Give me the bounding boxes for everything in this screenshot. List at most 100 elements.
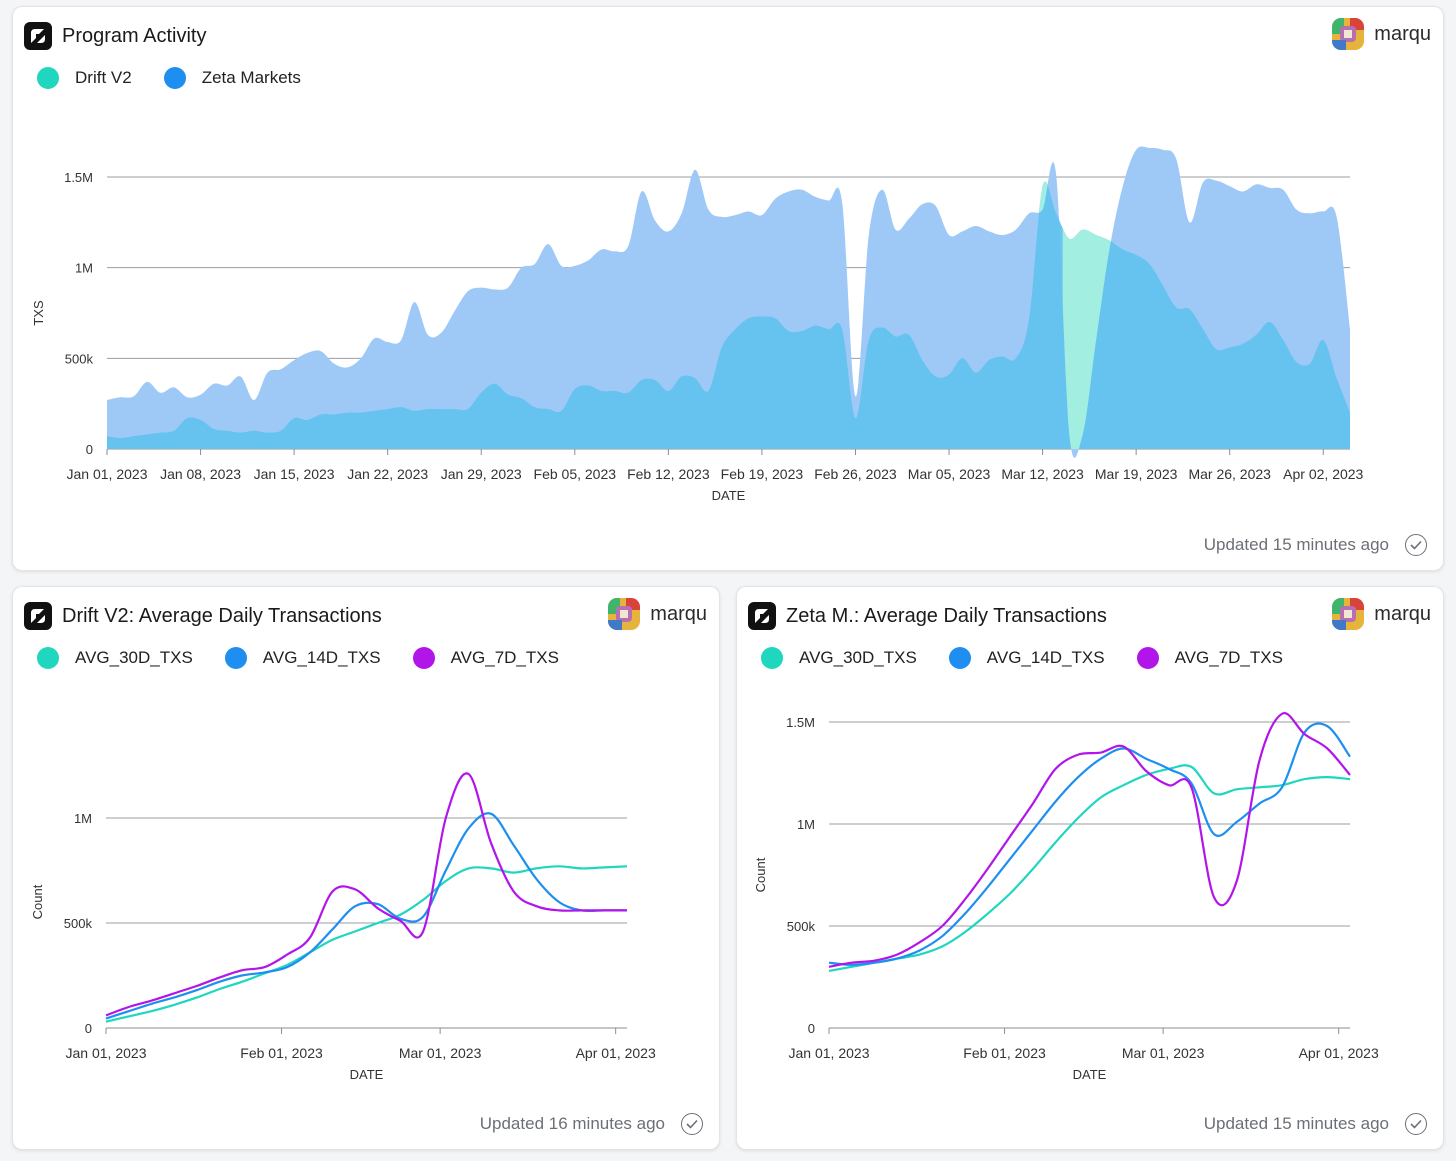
line-avg-30d-txs — [828, 764, 1351, 972]
x-tick-label: Feb 01, 2023 — [240, 1045, 323, 1061]
flipside-logo-icon — [24, 22, 52, 50]
legend-label: AVG_7D_TXS — [1174, 648, 1283, 667]
y-axis-label: Count — [30, 884, 45, 919]
check-circle-icon[interactable] — [1405, 1113, 1427, 1135]
y-tick-label: 1M — [797, 817, 815, 832]
y-axis-label: Count — [753, 857, 768, 892]
line-avg-7d-txs — [105, 772, 627, 1017]
author[interactable]: marqu — [1332, 18, 1431, 50]
legend: Drift V2 Zeta Markets — [37, 67, 301, 89]
card-title: Program Activity — [62, 25, 207, 47]
x-tick-label: Jan 01, 2023 — [67, 466, 148, 482]
author-name[interactable]: marqu — [1374, 22, 1431, 45]
area-overlap-drift-v2 — [107, 181, 1350, 449]
y-axis-label: TXS — [31, 300, 46, 326]
y-tick-label: 0 — [85, 1021, 92, 1036]
author-name[interactable]: marqu — [1374, 602, 1431, 625]
legend: AVG_30D_TXS AVG_14D_TXS AVG_7D_TXS — [37, 647, 559, 669]
card-title: Zeta M.: Average Daily Transactions — [786, 605, 1107, 627]
y-tick-label: 0 — [86, 442, 93, 457]
updated-status: Updated 16 minutes ago — [479, 1114, 665, 1133]
footer: Updated 15 minutes ago — [1204, 1113, 1427, 1135]
y-tick-label: 500k — [65, 351, 94, 366]
legend: AVG_30D_TXS AVG_14D_TXS AVG_7D_TXS — [761, 647, 1283, 669]
x-tick-label: Mar 19, 2023 — [1095, 466, 1178, 482]
x-tick-label: Jan 01, 2023 — [789, 1045, 870, 1061]
avatar[interactable] — [1332, 598, 1365, 630]
x-tick-label: Mar 26, 2023 — [1188, 466, 1271, 482]
x-tick-label: Mar 12, 2023 — [1001, 466, 1084, 482]
legend-label: Drift V2 — [75, 68, 132, 87]
footer: Updated 16 minutes ago — [480, 1113, 703, 1135]
x-tick-label: Feb 26, 2023 — [814, 466, 897, 482]
line-avg-14d-txs — [828, 722, 1351, 966]
line-avg-7d-txs — [828, 712, 1351, 968]
check-circle-icon[interactable] — [1405, 534, 1427, 556]
x-tick-label: Mar 05, 2023 — [908, 466, 991, 482]
updated-status: Updated 15 minutes ago — [1203, 1114, 1389, 1133]
legend-item-avg-14d[interactable]: AVG_14D_TXS — [224, 647, 381, 669]
legend-label: AVG_7D_TXS — [450, 648, 559, 667]
flipside-logo-icon — [24, 602, 52, 630]
y-tick-label: 0 — [808, 1021, 815, 1036]
drift-avg-chart: 0 500k 1M Jan 01, 2023 Feb 01, 2023 Mar 01, 2… — [30, 772, 656, 1082]
x-tick-label: Apr 01, 2023 — [576, 1045, 656, 1061]
y-tick-label: 1.5M — [64, 170, 93, 185]
x-tick-label: Apr 01, 2023 — [1299, 1045, 1379, 1061]
legend-label: Zeta Markets — [201, 68, 301, 87]
legend-dot — [1136, 647, 1159, 669]
x-axis-label: DATE — [712, 488, 746, 503]
author-name[interactable]: marqu — [650, 602, 707, 625]
line-avg-14d-txs — [105, 812, 627, 1020]
footer: Updated 15 minutes ago — [1204, 534, 1427, 556]
check-circle-icon[interactable] — [681, 1113, 703, 1135]
author[interactable]: marqu — [608, 598, 707, 630]
legend-dot — [224, 647, 247, 669]
x-tick-label: Mar 01, 2023 — [1122, 1045, 1205, 1061]
legend-dot — [37, 67, 59, 89]
y-tick-label: 1M — [75, 261, 93, 276]
avatar[interactable] — [1332, 18, 1365, 50]
y-tick-label: 500k — [64, 916, 93, 931]
zeta-avg-card: Zeta M.: Average Daily Transactions marq… — [736, 586, 1444, 1150]
author[interactable]: marqu — [1332, 598, 1431, 630]
legend-label: AVG_30D_TXS — [75, 648, 193, 667]
legend-item-zeta[interactable]: Zeta Markets — [163, 67, 301, 89]
legend-item-avg-30d[interactable]: AVG_30D_TXS — [37, 647, 193, 669]
drift-avg-card: Drift V2: Average Daily Transactions mar… — [12, 586, 720, 1150]
legend-item-avg-7d[interactable]: AVG_7D_TXS — [1136, 647, 1283, 669]
legend-dot — [761, 647, 783, 669]
program-activity-card: Program Activity marqu Drift V2 Zeta Mar… — [12, 6, 1444, 571]
x-tick-label: Mar 01, 2023 — [399, 1045, 482, 1061]
legend-item-avg-7d[interactable]: AVG_7D_TXS — [412, 647, 559, 669]
avatar[interactable] — [608, 598, 641, 630]
y-tick-label: 1M — [74, 811, 92, 826]
flipside-logo-icon — [748, 602, 776, 630]
legend-label: AVG_14D_TXS — [986, 648, 1105, 667]
card-title: Drift V2: Average Daily Transactions — [62, 605, 382, 627]
x-axis-label: DATE — [350, 1067, 384, 1082]
legend-dot — [948, 647, 971, 669]
x-tick-label: Jan 08, 2023 — [160, 466, 241, 482]
updated-status: Updated 15 minutes ago — [1203, 535, 1389, 554]
x-axis-label: DATE — [1073, 1067, 1107, 1082]
x-tick-label: Jan 15, 2023 — [254, 466, 335, 482]
legend-item-drift[interactable]: Drift V2 — [37, 67, 132, 89]
x-tick-label: Feb 05, 2023 — [534, 466, 617, 482]
legend-dot — [163, 67, 186, 89]
legend-label: AVG_30D_TXS — [799, 648, 917, 667]
x-tick-label: Jan 29, 2023 — [441, 466, 522, 482]
x-tick-label: Feb 01, 2023 — [963, 1045, 1046, 1061]
y-tick-label: 1.5M — [786, 715, 815, 730]
legend-item-avg-30d[interactable]: AVG_30D_TXS — [761, 647, 917, 669]
legend-item-avg-14d[interactable]: AVG_14D_TXS — [948, 647, 1105, 669]
y-tick-label: 500k — [787, 919, 816, 934]
x-tick-label: Apr 02, 2023 — [1283, 466, 1363, 482]
x-tick-label: Feb 19, 2023 — [721, 466, 804, 482]
x-tick-label: Jan 22, 2023 — [347, 466, 428, 482]
x-tick-label: Feb 12, 2023 — [627, 466, 710, 482]
zeta-avg-chart: 0 500k 1M 1.5M Jan 01, 2023 Feb 01, 2023 Mar 0… — [753, 712, 1379, 1082]
program-activity-chart: 0 500k 1M 1.5M Jan 01, 2023 Jan 08, 2023 Jan 1… — [31, 146, 1364, 503]
legend-label: AVG_14D_TXS — [262, 648, 381, 667]
legend-dot — [37, 647, 59, 669]
